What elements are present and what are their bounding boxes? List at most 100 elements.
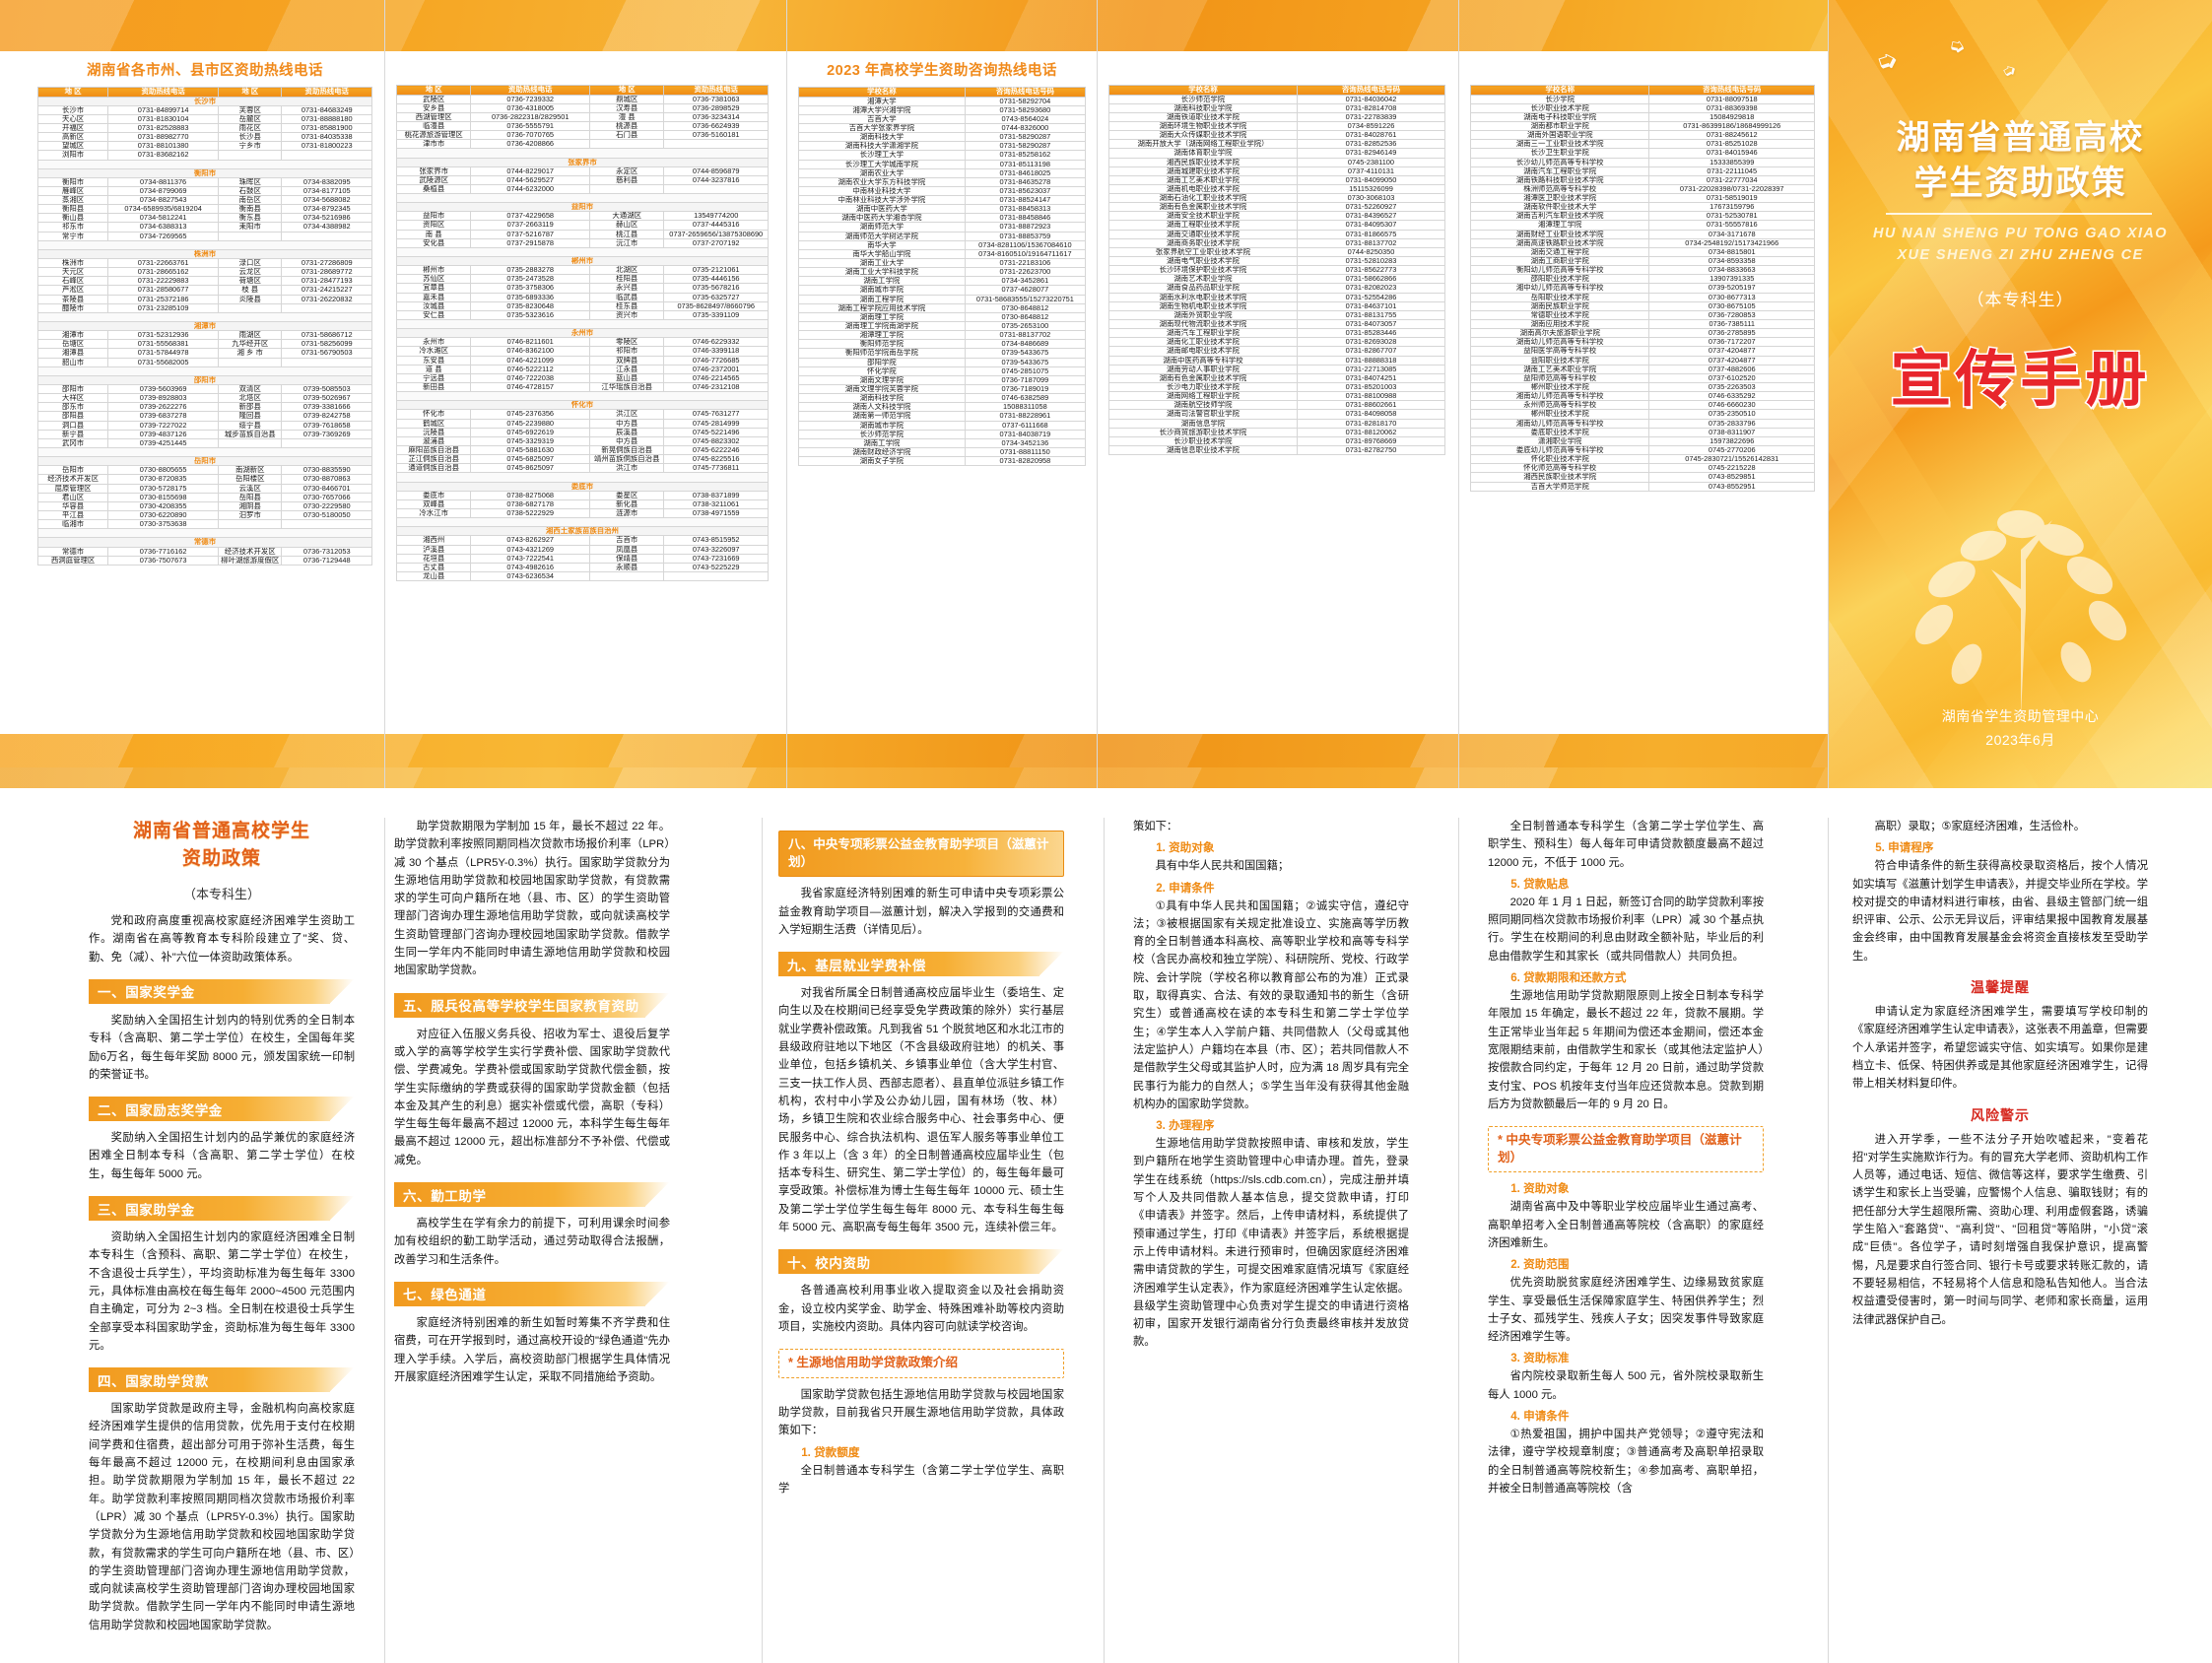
table-row: 湖南安全技术职业学院 0731-84396527 — [1108, 211, 1446, 222]
table-cell: 0737-4628077 — [964, 285, 1087, 296]
table-row: 衡阳师范学院 0734-8486689 — [798, 339, 1087, 350]
table-spacer-row — [396, 319, 769, 330]
table-cell: 湖南都市职业学院 — [1469, 120, 1650, 132]
table-cell: 桃源县 — [589, 120, 665, 132]
table-cell: 中方县 — [589, 418, 665, 429]
table-cell: 怀化市 — [395, 409, 472, 420]
table-cell: 0734-8799069 — [107, 185, 220, 197]
table-cell: 0739-7369269 — [281, 429, 372, 439]
table-cell: 南湖新区 — [218, 465, 283, 476]
table-cell: 安化县 — [395, 237, 472, 248]
table-row: 天心区 0731-81830104 岳麓区 0731-88888180 — [36, 113, 372, 124]
policy-paragraph: 我省家庭经济特别困难的新生可申请中央专项彩票公益金教育助学项目—滋蕙计划，解决入… — [778, 888, 1064, 936]
table-cell: 冷水滩区 — [395, 346, 472, 357]
table-cell: 17673159796 — [1648, 202, 1815, 213]
table-row: 长沙理工大学城南学院 0731-85113198 — [798, 159, 1087, 169]
table-row: 韶山市 0731-55682005 — [36, 357, 372, 367]
table-cell: 临澧县 — [395, 120, 472, 132]
table-row: 湖南邮电职业技术学院 0731-82867707 — [1108, 346, 1446, 357]
column-header: 资助热线电话 — [470, 85, 591, 96]
table-cell: 0734-8486689 — [964, 339, 1087, 350]
table-cell: 湖南交通工程学院 — [1469, 246, 1650, 258]
table-row: 湖南第一师范学院 0731-88228961 — [798, 411, 1087, 422]
policy-section-heading: 十、校内资助 — [778, 1249, 1065, 1275]
table-cell: 0734-8815801 — [1648, 246, 1815, 258]
table-cell: 0745-8823302 — [663, 435, 769, 447]
policy-subheading: 1. 资助对象 — [1510, 1182, 1570, 1196]
table-row: 湖南环境生物职业技术学院 0734-8591226 — [1108, 120, 1446, 132]
table-cell: 九华经开区 — [218, 339, 283, 350]
policy-section-heading: 四、国家助学贷款 — [89, 1367, 356, 1393]
table-row: 邵阳职业技术学院 13907391335 — [1469, 274, 1815, 285]
table-cell: 0731-88097518 — [1648, 94, 1815, 104]
table-row: 湖南司法警官职业学院 0731-84098058 — [1108, 409, 1446, 420]
table-cell: 湖南机电职业技术学院 — [1108, 183, 1298, 195]
table-spacer-row — [37, 366, 372, 376]
table-row: 湘潭理工学院 0731-88137702 — [798, 330, 1087, 341]
table-cell: 湖南网络工程职业学院 — [1108, 391, 1298, 402]
table-cell: 0730-8835590 — [281, 465, 372, 476]
table-row: 湖南外国语职业学院 0731-88245612 — [1469, 130, 1815, 141]
table-cell: 湖南农业大学东方科技学院 — [798, 176, 966, 187]
column-header: 资助热线电话 — [107, 87, 220, 98]
fold-line — [1097, 0, 1098, 788]
table-cell: 湖南石油化工职业技术学院 — [1108, 193, 1298, 204]
table-row: 长沙职业技术学院 0731-89768669 — [1108, 435, 1446, 447]
table-cell: 湖南财政经济学院 — [798, 446, 966, 458]
column-header: 学校名称 — [1469, 85, 1650, 96]
table-cell: 炎陵县 — [218, 294, 283, 304]
cover-subtitle: （本专科生） — [1967, 291, 2074, 309]
table-row: 吉首大学师范学院 0743-8552951 — [1469, 481, 1815, 492]
table-cell: 0739-5026967 — [281, 393, 372, 404]
table-row: 湘潭理工学院 0731-55557816 — [1469, 220, 1815, 231]
table-row: 娄底职业技术学院 0738-8311907 — [1469, 427, 1815, 437]
policy-section-heading-text: 四、国家助学贷款 — [98, 1373, 209, 1389]
table-cell: 娄底幼儿师范高等专科学校 — [1469, 444, 1650, 456]
table-cell: 0737-4882606 — [1648, 364, 1815, 374]
table-cell: 怀化职业技术学院 — [1469, 454, 1650, 465]
table-cell: 0731-81866575 — [1296, 229, 1446, 239]
table-cell: 永顺县 — [589, 562, 665, 572]
policy-paragraph: 各普通高校利用事业收入提取资金以及社会捐助资金，设立校内奖学金、助学金、特殊困难… — [778, 1285, 1064, 1333]
table-row: 冷水滩区 0746-8362100 祁阳市 0746-3399118 — [395, 346, 769, 357]
cover-pinyin: HU NAN SHENG PU TONG GAO XIAO XUE SHENG … — [1829, 223, 2212, 267]
table-cell: 0739-7227022 — [107, 420, 220, 431]
policy-subheading: 1. 资助对象 — [1156, 841, 1215, 855]
table-row: 湖南工程职业技术学院 0731-84095307 — [1108, 220, 1446, 231]
table-row: 湖南工程学院 0731-58683555/15273220751 — [798, 294, 1087, 304]
group-label: 怀化市 — [396, 400, 769, 411]
table-cell: 0744-3237816 — [663, 174, 769, 185]
group-label: 湘潭市 — [37, 321, 372, 332]
table-cell: 涟源市 — [589, 507, 665, 519]
table-cell: 0734-6388313 — [107, 222, 220, 233]
table-cell: 0731-22111045 — [1648, 166, 1815, 176]
table-cell: 0731-88101380 — [107, 141, 220, 152]
table-row: 郴州市 0735-2883278 北湖区 0735-2121061 — [395, 265, 769, 276]
table-row: 古丈县 0743-4982616 永顺县 0743-5225229 — [395, 562, 769, 572]
table-row: 湖南科技职业学院 0731-82814708 — [1108, 102, 1446, 113]
table-cell: 荷塘区 — [218, 276, 283, 287]
table-cell: 湖南工业大学科技学院 — [798, 267, 966, 278]
table-group-row: 株洲市 — [37, 248, 372, 260]
table-cell: 0731-82814708 — [1296, 102, 1446, 113]
table-row: 湖南幼儿师范高等专科学校 0736-7172207 — [1469, 337, 1815, 348]
table-row: 湖南体育职业学院 0731-82946149 — [1108, 148, 1446, 159]
policy-section-heading: 五、服兵役高等学校学生国家教育资助 — [394, 992, 671, 1018]
table-cell: 0743-6236534 — [470, 570, 591, 582]
table-cell: 0738-3211061 — [663, 499, 769, 509]
fold-line — [384, 0, 385, 788]
table-cell: 大祥区 — [36, 393, 109, 404]
table-cell: 湖南工业大学 — [798, 258, 966, 269]
table-cell: 湖南中医药大学湘杏学院 — [798, 213, 966, 224]
table-cell: 15115326099 — [1296, 183, 1446, 195]
table-cell: 湘潭理工学院 — [798, 330, 966, 341]
table-cell — [218, 150, 283, 161]
table-cell: 0745-2215228 — [1648, 463, 1815, 474]
table-cell: 0739-5205197 — [1648, 283, 1815, 294]
table-cell: 0731-52260927 — [1296, 202, 1446, 213]
table-cell: 湖南铁道职业技术学院 — [1108, 111, 1298, 122]
table-cell: 湖南工程学院 — [798, 294, 966, 304]
table-cell: 湖南工学院 — [798, 437, 966, 449]
table-cell: 0734-3452136 — [964, 437, 1087, 449]
table-row: 湖南铁道职业技术学院 0731-22783839 — [1108, 111, 1446, 122]
